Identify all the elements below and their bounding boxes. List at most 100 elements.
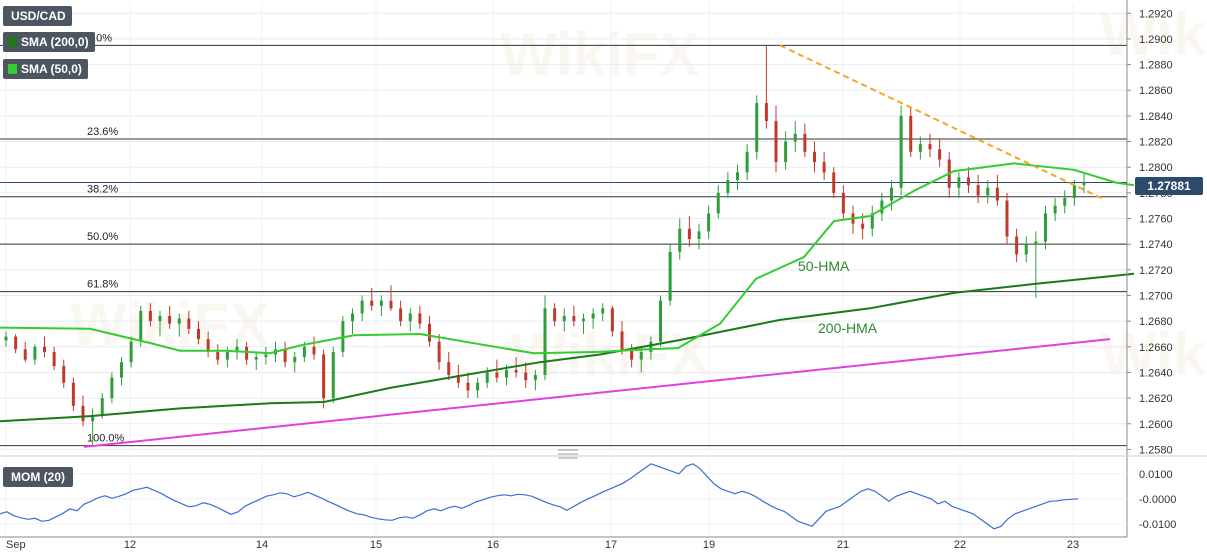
candle-body <box>100 398 104 417</box>
candle-body <box>880 200 884 214</box>
indicator-lines <box>0 44 1135 448</box>
xtick-label: 12 <box>124 539 136 551</box>
candle-body <box>81 405 85 422</box>
candle-body <box>148 310 152 322</box>
candle-body <box>774 121 778 163</box>
legend-sma200-label: SMA (200,0) <box>21 35 89 49</box>
legend-sma50-label: SMA (50,0) <box>21 62 82 76</box>
candle-body <box>4 336 8 341</box>
support-trendline <box>83 338 1111 448</box>
candle-body <box>476 382 480 391</box>
candle-body <box>1024 244 1028 255</box>
candle-body <box>139 310 143 342</box>
watermark-text: WikiFX <box>1100 1 1207 68</box>
watermark-text: WikiFX <box>1100 321 1207 388</box>
candle-body <box>1034 241 1038 245</box>
candle-body <box>23 349 27 360</box>
legend-mom[interactable]: MOM (20) <box>3 467 73 487</box>
xtick-label: Sep <box>6 539 26 551</box>
candle-body <box>687 228 691 240</box>
candle-body <box>707 213 711 232</box>
candle-body <box>389 300 393 309</box>
momentum-pane: 0.0100 -0.0000 -0.0100 <box>0 463 1176 531</box>
candle-body <box>1005 200 1009 237</box>
legend-symbol[interactable]: USD/CAD <box>3 6 72 26</box>
xtick-label: 22 <box>954 539 966 551</box>
candle-body <box>283 349 287 363</box>
candle-body <box>110 377 114 399</box>
ytick-label: 1.2720 <box>1139 265 1173 277</box>
ytick-label: 1.2840 <box>1139 111 1173 123</box>
candle-body <box>428 323 431 342</box>
hma-200-line <box>0 272 1135 423</box>
annotation-200-hma: 200-HMA <box>818 320 878 336</box>
candle-body <box>716 192 720 214</box>
candle-body <box>841 192 845 214</box>
ytick-label: 1.2700 <box>1139 290 1173 302</box>
candle-body <box>591 313 595 319</box>
ytick-label: 1.2900 <box>1139 34 1173 46</box>
candle-body <box>216 351 220 360</box>
ytick-label: 1.2880 <box>1139 60 1173 72</box>
legend-sma200[interactable]: SMA (200,0) <box>3 32 95 52</box>
candle-body <box>553 308 557 322</box>
candle-body <box>1082 182 1086 186</box>
wikifx-watermark: WikiFXWikiFXWikiFXWikiFXWikiFX <box>70 1 1207 388</box>
candle-body <box>485 372 489 383</box>
candle-body <box>168 316 172 324</box>
ytick-label: 1.2580 <box>1139 444 1173 456</box>
candle-body <box>197 328 200 340</box>
ytick-label: 1.2620 <box>1139 393 1173 405</box>
last-price-tag: 1.27881 <box>1135 177 1203 195</box>
candle-body <box>543 308 547 376</box>
candle-body <box>668 251 672 301</box>
candle-body <box>764 103 768 122</box>
mom-ytick-label: -0.0100 <box>1139 519 1176 531</box>
candle-body <box>793 133 797 142</box>
candle-body <box>418 313 422 324</box>
candle-body <box>399 308 403 322</box>
ytick-label: 1.2600 <box>1139 419 1173 431</box>
legend-sma50[interactable]: SMA (50,0) <box>3 59 88 79</box>
candle-body <box>331 351 335 399</box>
candle-body <box>533 375 537 381</box>
candle-body <box>659 300 662 342</box>
fib-label: 50.0% <box>87 231 118 243</box>
candle-body <box>832 172 836 193</box>
candle-body <box>639 351 643 360</box>
candle-body <box>129 341 133 363</box>
xtick-label: 16 <box>487 539 499 551</box>
candle-body <box>264 354 268 358</box>
fib-label: 38.2% <box>87 184 118 196</box>
fib-label: 23.6% <box>87 126 118 138</box>
candle-body <box>370 300 374 306</box>
candle-body <box>235 346 239 352</box>
candle-body <box>33 346 37 360</box>
legend-symbol-label: USD/CAD <box>11 9 66 23</box>
candle-body <box>466 382 470 391</box>
candle-body <box>909 115 913 152</box>
candle-body <box>562 316 566 322</box>
candle-body <box>861 223 865 229</box>
mom-line <box>0 463 1079 530</box>
watermark-text: WikiFX <box>510 321 709 388</box>
candle-body <box>14 336 18 350</box>
candle-body <box>601 308 605 314</box>
candle-body <box>1015 236 1019 255</box>
candle-body <box>360 300 364 314</box>
candle-body <box>986 187 990 196</box>
candle-body <box>967 177 970 186</box>
candle-body <box>447 362 451 376</box>
candle-body <box>437 341 441 363</box>
ytick-label: 1.2800 <box>1139 162 1173 174</box>
candle-body <box>408 313 412 322</box>
candle-body <box>524 372 528 381</box>
candle-body <box>1053 205 1057 214</box>
candle-body <box>293 357 297 363</box>
candle-body <box>62 366 66 383</box>
candle-body <box>322 354 326 399</box>
candle-body <box>1063 197 1067 206</box>
candle-body <box>822 162 826 173</box>
xtick-label: 14 <box>256 539 268 551</box>
